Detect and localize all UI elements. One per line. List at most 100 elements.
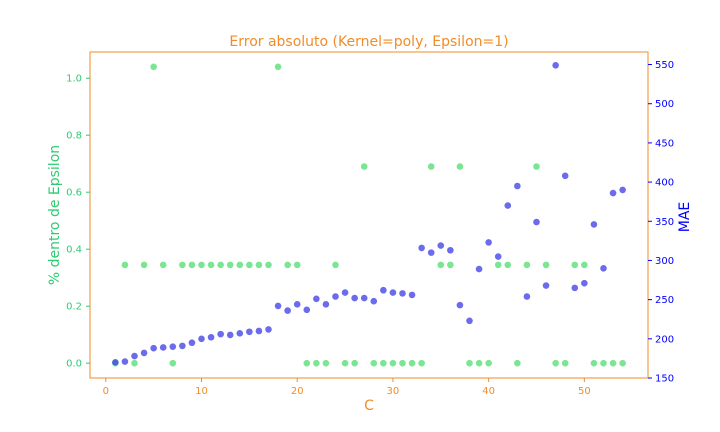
x-tick-label: 0: [103, 386, 109, 397]
point-pct-epsilon: [131, 359, 138, 367]
point-mae: [542, 282, 550, 289]
point-pct-epsilon: [485, 359, 492, 367]
point-mae: [389, 289, 397, 296]
left-tick-label: 0.2: [66, 302, 82, 313]
point-mae: [380, 286, 387, 294]
point-mae: [159, 344, 167, 351]
left-tick-label: 0.0: [66, 359, 82, 370]
point-mae: [561, 172, 569, 180]
point-pct-epsilon: [399, 359, 406, 367]
point-mae: [360, 294, 368, 302]
left-tick-label: 0.8: [66, 131, 82, 142]
point-mae: [504, 202, 512, 209]
point-pct-epsilon: [514, 359, 521, 367]
point-pct-epsilon: [427, 163, 435, 170]
point-mae: [293, 301, 301, 308]
point-pct-epsilon: [360, 163, 368, 170]
point-mae: [399, 290, 406, 297]
point-pct-epsilon: [561, 359, 569, 367]
right-tick-label: 150: [655, 374, 674, 385]
point-mae: [418, 244, 425, 252]
x-tick-label: 10: [195, 386, 208, 397]
data-points: [112, 62, 626, 367]
point-mae: [447, 246, 454, 254]
point-pct-epsilon: [159, 261, 167, 269]
point-pct-epsilon: [217, 261, 224, 269]
point-mae: [140, 349, 148, 357]
point-mae: [322, 301, 330, 308]
point-pct-epsilon: [408, 359, 416, 367]
point-pct-epsilon: [140, 261, 148, 269]
point-pct-epsilon: [207, 261, 215, 269]
point-pct-epsilon: [619, 359, 626, 367]
point-mae: [533, 218, 540, 226]
point-pct-epsilon: [600, 359, 607, 367]
point-mae: [351, 294, 358, 302]
point-pct-epsilon: [226, 261, 234, 269]
point-mae: [581, 279, 588, 287]
point-mae: [255, 327, 263, 335]
point-mae: [619, 186, 626, 194]
right-axis-label: MAE: [677, 202, 693, 233]
point-pct-epsilon: [274, 63, 282, 71]
point-pct-epsilon: [236, 261, 244, 269]
point-pct-epsilon: [370, 359, 378, 367]
point-pct-epsilon: [284, 261, 291, 269]
point-pct-epsilon: [380, 359, 387, 367]
right-tick-label: 300: [655, 256, 674, 267]
point-mae: [226, 331, 234, 339]
point-pct-epsilon: [246, 261, 253, 269]
right-tick-label: 200: [655, 334, 674, 345]
point-mae: [523, 293, 531, 300]
point-mae: [552, 62, 559, 69]
point-mae: [408, 291, 416, 299]
point-mae: [332, 293, 339, 300]
point-pct-epsilon: [198, 261, 205, 269]
left-tick-label: 0.6: [66, 188, 82, 199]
x-tick-label: 50: [578, 386, 591, 397]
point-pct-epsilon: [351, 359, 358, 367]
point-mae: [600, 264, 607, 272]
x-tick-label: 20: [291, 386, 304, 397]
point-mae: [485, 239, 492, 246]
chart-title: Error absoluto (Kernel=poly, Epsilon=1): [229, 34, 508, 50]
point-pct-epsilon: [293, 261, 301, 269]
point-pct-epsilon: [494, 261, 502, 269]
point-mae: [571, 284, 579, 292]
point-mae: [456, 301, 464, 309]
point-mae: [265, 326, 272, 333]
point-mae: [494, 253, 502, 260]
right-axis-ticks: 150 200 250 300 350 400 450 500 550: [648, 60, 674, 385]
point-mae: [236, 330, 244, 337]
point-pct-epsilon: [552, 359, 559, 367]
right-tick-label: 350: [655, 217, 674, 228]
point-pct-epsilon: [418, 359, 425, 367]
point-mae: [131, 352, 138, 360]
right-tick-label: 250: [655, 295, 674, 306]
point-mae: [313, 295, 320, 303]
point-mae: [475, 265, 483, 273]
point-mae: [169, 343, 177, 350]
point-pct-epsilon: [571, 261, 579, 269]
point-pct-epsilon: [456, 163, 464, 170]
point-mae: [341, 289, 349, 296]
point-mae: [188, 339, 196, 347]
point-mae: [179, 342, 186, 350]
point-pct-epsilon: [303, 359, 311, 367]
point-pct-epsilon: [590, 359, 598, 367]
point-mae: [303, 306, 311, 314]
point-mae: [370, 297, 378, 305]
point-pct-epsilon: [466, 359, 473, 367]
point-mae: [207, 333, 215, 341]
point-mae: [121, 358, 129, 365]
point-mae: [514, 182, 521, 190]
point-pct-epsilon: [542, 261, 550, 269]
point-mae: [150, 344, 157, 352]
point-mae: [112, 359, 119, 366]
point-pct-epsilon: [179, 261, 186, 269]
point-pct-epsilon: [581, 261, 588, 269]
point-pct-epsilon: [265, 261, 272, 269]
right-tick-label: 500: [655, 99, 674, 110]
point-mae: [284, 307, 291, 314]
